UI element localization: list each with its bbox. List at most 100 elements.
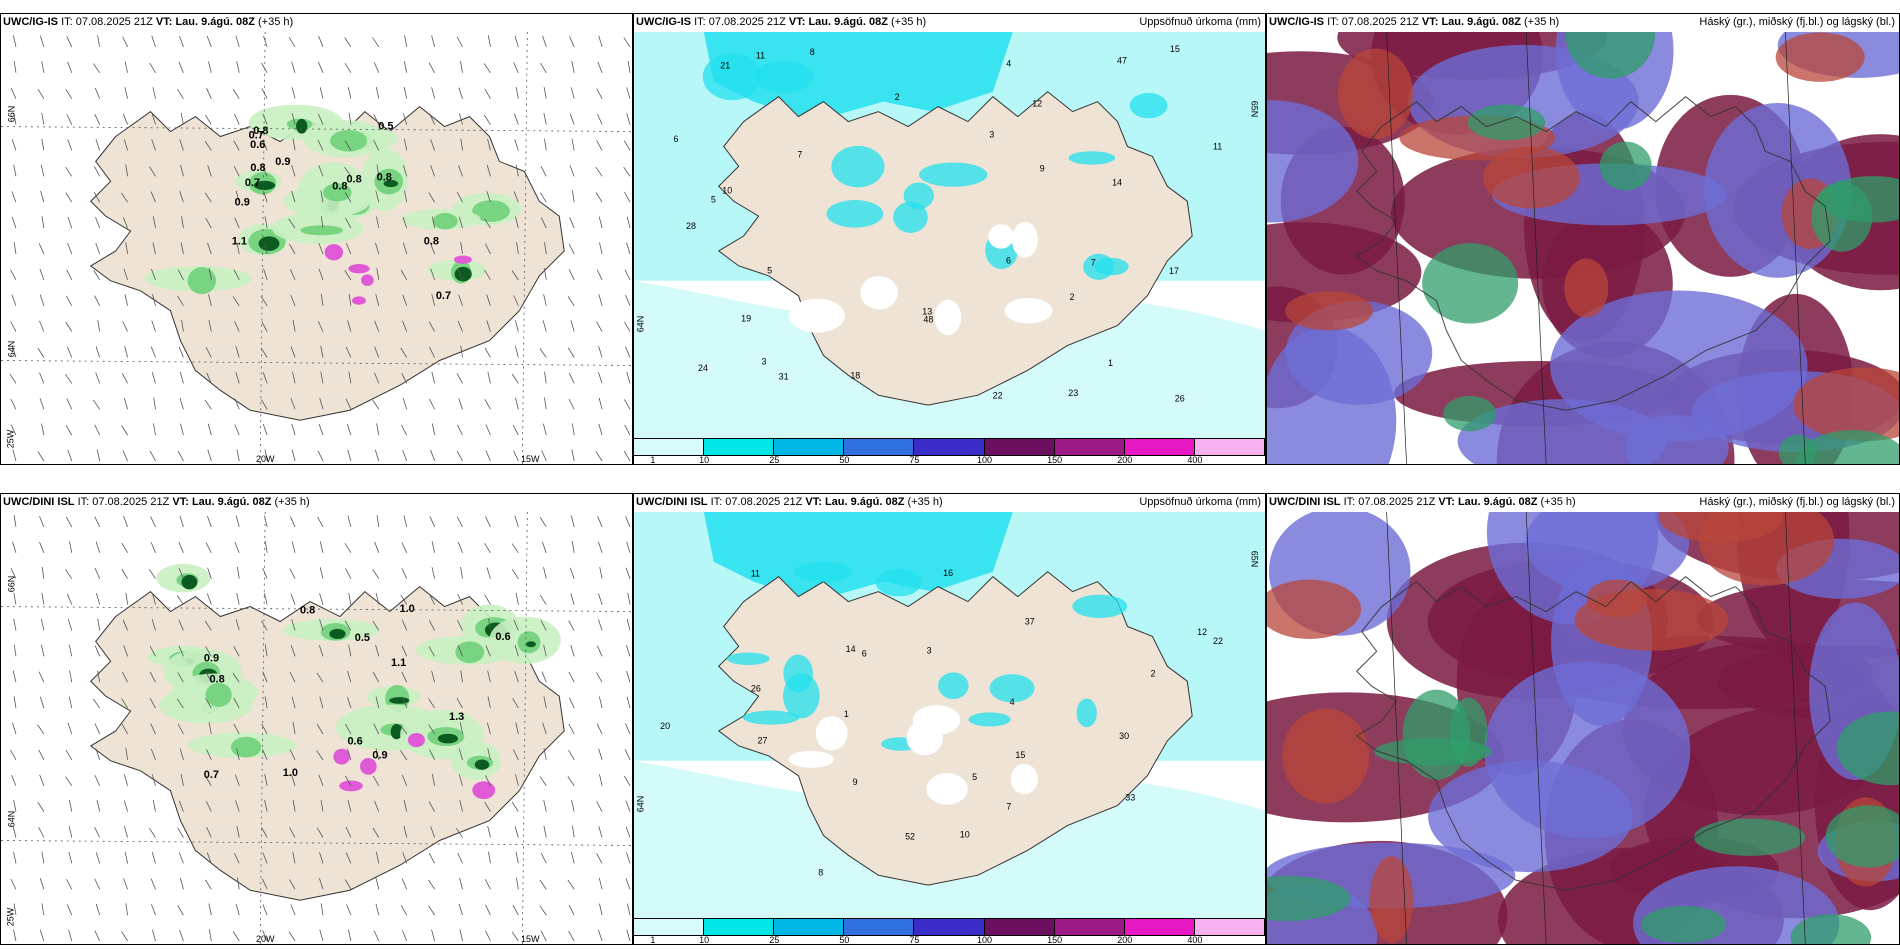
wind-barb bbox=[232, 296, 240, 306]
wind-barb bbox=[428, 620, 435, 631]
precip-value-label: 7 bbox=[797, 150, 802, 160]
precip-value-label: 0.6 bbox=[347, 736, 362, 748]
wind-barb bbox=[179, 371, 184, 384]
wind-barb bbox=[485, 516, 491, 528]
wind-barb bbox=[291, 165, 296, 177]
lat-label: 64N bbox=[635, 315, 646, 333]
wind-barb bbox=[344, 166, 352, 177]
wind-barb bbox=[95, 217, 101, 229]
wind-barb bbox=[539, 776, 547, 786]
wind-barb bbox=[456, 698, 463, 709]
wind-barb bbox=[345, 217, 352, 229]
wind-barb bbox=[93, 166, 101, 177]
wind-barb bbox=[570, 593, 575, 605]
coastline bbox=[1355, 96, 1831, 411]
wind-barb bbox=[41, 566, 45, 579]
colorbar-segments bbox=[634, 918, 1265, 936]
wind-barb bbox=[65, 321, 73, 332]
wind-barb bbox=[460, 61, 463, 73]
wind-barb bbox=[402, 852, 408, 864]
wind-barb bbox=[67, 449, 73, 462]
wind-barb bbox=[460, 345, 463, 358]
wind-barb bbox=[39, 35, 45, 48]
wind-barb bbox=[177, 672, 184, 683]
wind-barb bbox=[95, 139, 101, 151]
wind-barb bbox=[511, 373, 519, 384]
wind-barb bbox=[570, 645, 575, 657]
wind-barb bbox=[458, 113, 463, 125]
wind-barb bbox=[207, 165, 212, 177]
wind-barb bbox=[569, 36, 575, 48]
wind-barb bbox=[95, 242, 101, 255]
wind-barb bbox=[374, 372, 380, 384]
wind-barb bbox=[236, 748, 240, 760]
wind-barb bbox=[69, 541, 73, 553]
wind-barb bbox=[204, 140, 212, 151]
wind-barb bbox=[372, 569, 380, 579]
wind-barb bbox=[208, 722, 212, 735]
precip-area-10mm bbox=[1076, 698, 1097, 728]
wind-barb bbox=[12, 670, 17, 683]
wind-barb bbox=[37, 801, 45, 812]
precip-area-heavy bbox=[390, 724, 403, 740]
wind-barb bbox=[290, 398, 296, 410]
wind-barb bbox=[149, 697, 156, 709]
wind-barb bbox=[205, 114, 212, 125]
wind-barb bbox=[125, 592, 128, 605]
colorbar-segment bbox=[1124, 919, 1195, 935]
wind-barb bbox=[124, 851, 128, 864]
precip-value-label: 27 bbox=[757, 736, 767, 746]
wind-barb bbox=[348, 112, 352, 125]
wind-barb bbox=[598, 593, 603, 605]
wind-barb bbox=[430, 268, 436, 280]
wind-barb bbox=[345, 826, 352, 838]
wind-barb bbox=[290, 294, 296, 306]
wind-barb bbox=[401, 671, 408, 683]
precip-value-label: 0.8 bbox=[332, 180, 347, 192]
wind-barb bbox=[39, 398, 45, 410]
wind-barb bbox=[544, 268, 547, 280]
wind-barb bbox=[431, 567, 436, 579]
precip-value-label: 0.8 bbox=[346, 174, 361, 186]
panel-right-title: Uppsöfnuð úrkoma (mm) bbox=[1139, 16, 1261, 28]
wind-barb bbox=[570, 320, 575, 332]
wind-barb bbox=[319, 696, 324, 709]
wind-barb bbox=[290, 593, 296, 605]
wind-barb bbox=[121, 373, 128, 384]
precip-value-label: 19 bbox=[741, 313, 751, 323]
wind-barb bbox=[403, 87, 408, 99]
wind-barb bbox=[487, 825, 491, 838]
wind-barb bbox=[93, 192, 101, 203]
wind-barb bbox=[568, 372, 575, 384]
low-cloud-area bbox=[1282, 708, 1370, 804]
wind-barb bbox=[150, 904, 156, 916]
wind-barb bbox=[430, 139, 436, 151]
wind-barb bbox=[122, 450, 128, 462]
wind-barb bbox=[516, 877, 519, 890]
wind-barb bbox=[95, 903, 101, 916]
wind-barb bbox=[150, 723, 156, 735]
wind-barb bbox=[123, 139, 128, 151]
wind-barb bbox=[10, 398, 17, 410]
wind-barb bbox=[260, 347, 268, 358]
wind-barb bbox=[94, 424, 101, 436]
colorbar-tick-label: 50 bbox=[839, 935, 850, 945]
wind-barb bbox=[233, 646, 240, 657]
wind-barb bbox=[179, 35, 184, 48]
wind-barb bbox=[319, 567, 324, 579]
wind-barb bbox=[514, 139, 519, 151]
wind-barb bbox=[458, 294, 463, 306]
wind-barb bbox=[624, 269, 631, 281]
wind-barb bbox=[623, 775, 631, 786]
wind-barb bbox=[66, 904, 73, 916]
low-cloud-area bbox=[1369, 856, 1414, 944]
wind-barb bbox=[124, 87, 128, 99]
wind-barb bbox=[456, 373, 463, 384]
wind-barb bbox=[261, 723, 268, 735]
wind-barb bbox=[540, 166, 547, 177]
wind-barb bbox=[95, 372, 101, 384]
wind-barb bbox=[288, 931, 296, 942]
precip-area-heavy bbox=[253, 180, 276, 190]
dry-area bbox=[815, 716, 848, 751]
precip-value-label: 3 bbox=[989, 130, 994, 140]
